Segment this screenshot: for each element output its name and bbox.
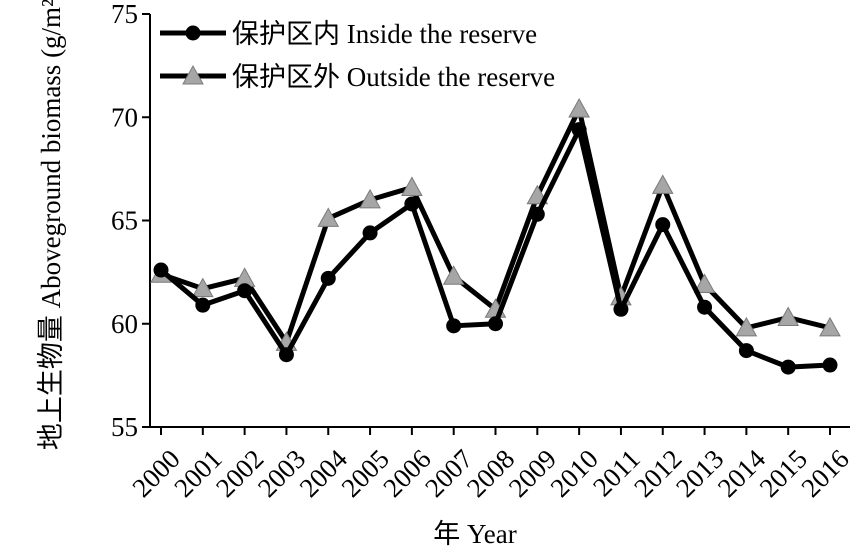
legend: 保护区内 Inside the reserve 保护区外 Outside the … — [160, 19, 555, 92]
inside-point — [278, 347, 294, 363]
inside-point — [153, 262, 169, 278]
inside-point — [738, 343, 754, 359]
x-axis-title: 年 Year — [433, 519, 517, 549]
outside-point — [191, 277, 214, 298]
legend-marker — [182, 64, 204, 85]
y-tick-label: 75 — [111, 0, 138, 29]
inside-point — [780, 359, 796, 375]
outside-point — [735, 316, 758, 337]
outside-point — [568, 97, 590, 118]
inside-point — [488, 316, 503, 332]
outside-point — [359, 188, 381, 209]
y-axis-ticks: 55 60 65 70 75 — [111, 0, 150, 442]
y-axis-title: 地上生物量 Aboveground biomass (g/m²) — [36, 0, 66, 450]
series-inside — [153, 122, 838, 375]
outside-point — [317, 207, 340, 227]
inside-point — [571, 122, 587, 138]
y-tick-label: 65 — [111, 206, 138, 236]
legend-label: 保护区外 Outside the reserve — [232, 62, 555, 92]
legend-label: 保护区内 Inside the reserve — [232, 19, 537, 49]
x-axis-ticks: 2000200120022003200420052006200720082009… — [126, 427, 850, 503]
inside-point — [237, 283, 253, 299]
inside-point — [613, 301, 629, 317]
inside-point — [822, 357, 838, 373]
inside-point — [320, 270, 336, 286]
inside-point — [655, 217, 671, 233]
inside-point — [446, 318, 462, 334]
inside-point — [362, 225, 378, 241]
x-tick-label: 2016 — [795, 444, 850, 503]
outside-point — [819, 316, 841, 337]
legend-item-inside: 保护区内 Inside the reserve — [160, 19, 537, 49]
legend-item-outside: 保护区外 Outside the reserve — [160, 62, 555, 92]
outside-point — [651, 174, 674, 194]
y-tick-label: 70 — [111, 102, 138, 132]
inside-point — [404, 196, 420, 212]
inside-point — [697, 299, 713, 315]
inside-point — [529, 206, 545, 222]
y-tick-label: 55 — [111, 412, 138, 442]
outside-point — [401, 176, 423, 196]
series-line — [159, 127, 831, 370]
series-outside — [150, 97, 841, 351]
outside-point — [693, 273, 716, 294]
series-layer — [150, 97, 841, 375]
y-tick-label: 60 — [111, 309, 138, 339]
outside-point — [442, 265, 465, 285]
inside-point — [195, 297, 211, 313]
outside-point — [777, 306, 800, 327]
legend-marker — [185, 25, 201, 41]
